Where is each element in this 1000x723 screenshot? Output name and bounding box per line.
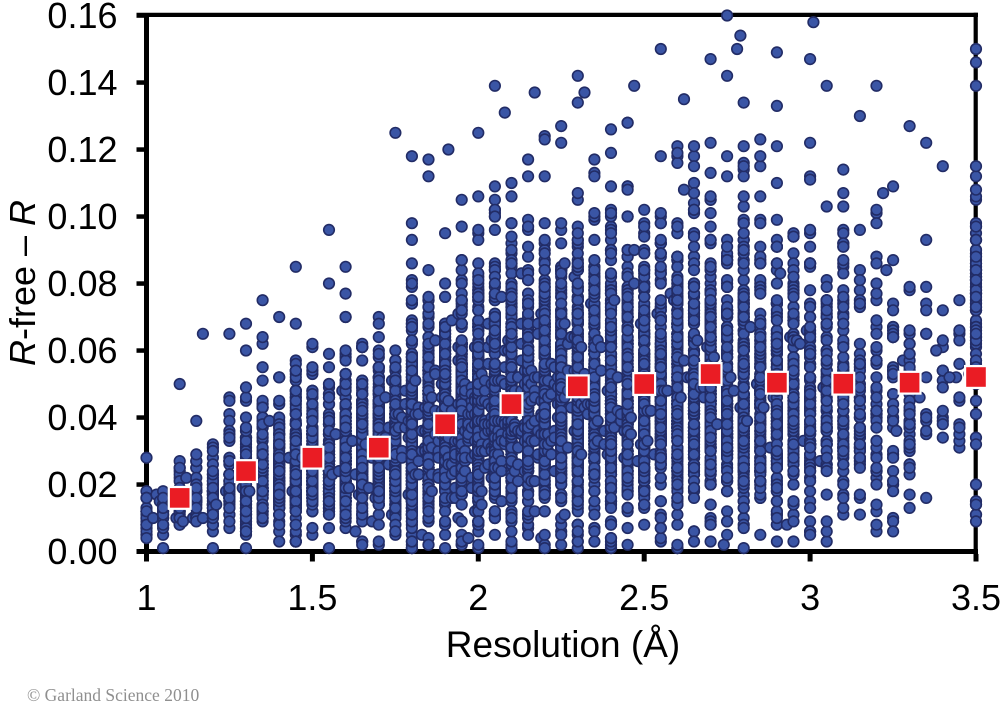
svg-text:0.16: 0.16 (47, 0, 117, 36)
svg-text:3.5: 3.5 (951, 577, 1000, 618)
svg-text:0.04: 0.04 (47, 397, 117, 438)
svg-text:2: 2 (468, 577, 488, 618)
svg-text:0.02: 0.02 (47, 464, 117, 505)
svg-text:2.5: 2.5 (619, 577, 669, 618)
svg-text:0.12: 0.12 (47, 129, 117, 170)
svg-text:1.5: 1.5 (287, 577, 337, 618)
svg-text:0.14: 0.14 (47, 62, 117, 103)
svg-text:0.10: 0.10 (47, 196, 117, 237)
svg-text:3: 3 (800, 577, 820, 618)
svg-text:0.00: 0.00 (47, 531, 117, 572)
svg-text:0.06: 0.06 (47, 330, 117, 371)
svg-text:R-free – R: R-free – R (2, 200, 43, 366)
svg-text:1: 1 (136, 577, 156, 618)
svg-text:0.08: 0.08 (47, 263, 117, 304)
svg-text:Resolution (Å): Resolution (Å) (446, 624, 680, 665)
svg-text:© Garland Science 2010: © Garland Science 2010 (27, 685, 199, 705)
